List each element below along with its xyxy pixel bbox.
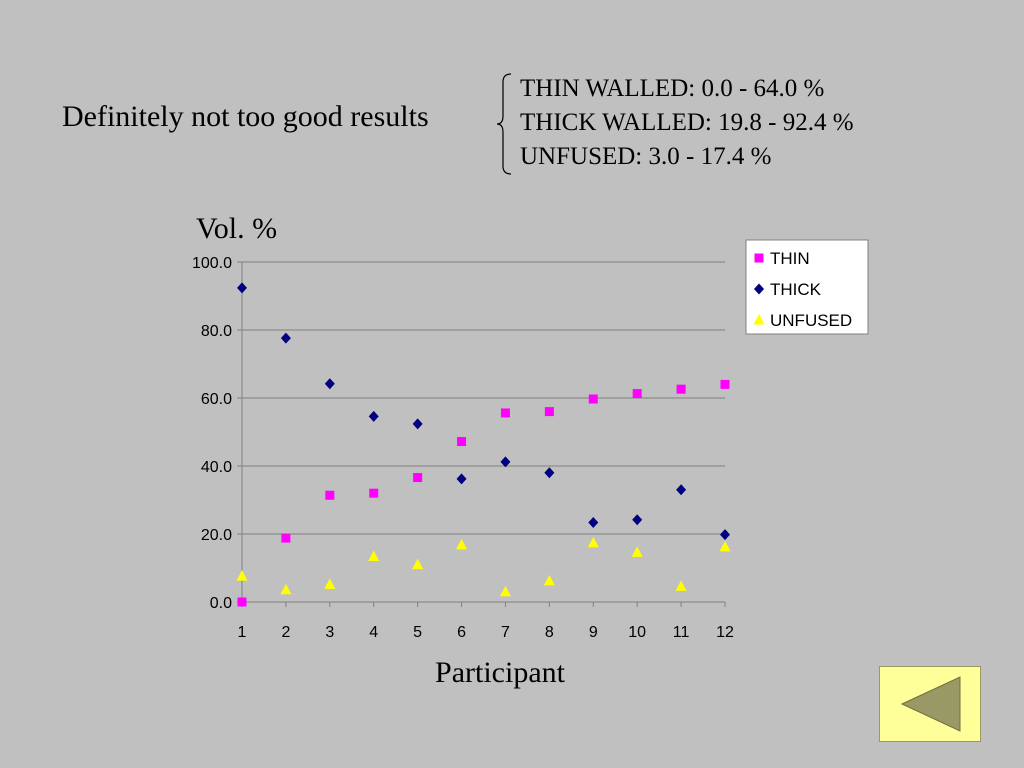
x-tick-label: 6: [457, 624, 466, 641]
point-thick: [544, 467, 555, 479]
point-unfused: [280, 583, 292, 595]
y-tick-label: 20.0: [201, 527, 232, 544]
point-thin: [632, 389, 642, 399]
x-tick-label: 11: [673, 624, 690, 641]
point-thin: [544, 407, 554, 417]
x-tick-label: 1: [238, 624, 247, 641]
point-unfused: [412, 558, 424, 570]
y-tick-label: 80.0: [201, 323, 232, 340]
y-tick-label: 100.0: [192, 255, 232, 272]
point-unfused: [587, 536, 599, 548]
x-tick-label: 10: [628, 624, 646, 641]
point-thin: [237, 597, 247, 607]
legend-box: [745, 239, 869, 335]
x-tick-label: 3: [325, 624, 334, 641]
legend-marker-thick: [754, 283, 764, 295]
legend-marker-unfused: [753, 314, 765, 325]
point-thick: [720, 529, 730, 541]
legend-label-unfused: UNFUSED: [770, 311, 852, 330]
point-thick: [456, 473, 467, 485]
x-tick-label: 8: [545, 624, 554, 641]
x-axis-title: Participant: [435, 656, 565, 689]
legend-label-thin: THIN: [770, 249, 810, 268]
point-thick: [324, 378, 335, 390]
x-tick-label: 7: [501, 624, 510, 641]
y-axis-title: Vol. %: [196, 212, 278, 245]
point-thick: [632, 514, 643, 526]
legend-marker-thin: [754, 253, 764, 263]
x-tick-label: 12: [716, 624, 734, 641]
point-thin: [500, 408, 510, 418]
y-tick-label: 40.0: [201, 459, 232, 476]
point-thick: [676, 484, 687, 496]
left-triangle-back-icon: [900, 676, 961, 732]
point-unfused: [368, 550, 380, 561]
y-tick-label: 0.0: [210, 595, 232, 612]
point-thick: [588, 516, 599, 528]
point-thin: [369, 488, 379, 498]
point-thick: [280, 332, 291, 344]
point-unfused: [499, 585, 511, 597]
point-thick: [368, 410, 379, 422]
point-unfused: [719, 540, 731, 552]
point-thin: [588, 394, 598, 404]
point-thin: [457, 437, 467, 447]
x-tick-label: 4: [369, 624, 378, 641]
point-thin: [413, 473, 423, 483]
x-tick-label: 2: [281, 624, 290, 641]
range-thick-walled: THICK WALLED: 19.8 - 92.4 %: [520, 109, 854, 136]
point-thick: [237, 282, 247, 294]
point-unfused: [236, 570, 248, 581]
point-unfused: [456, 538, 468, 550]
legend-label-thick: THICK: [770, 280, 822, 299]
point-thin: [720, 379, 730, 389]
range-unfused: UNFUSED: 3.0 - 17.4 %: [520, 143, 772, 170]
y-tick-label: 60.0: [201, 391, 232, 408]
range-list: THIN WALLED: 0.0 - 64.0 % THICK WALLED: …: [520, 72, 854, 174]
x-tick-label: 5: [413, 624, 422, 641]
back-button[interactable]: [879, 666, 981, 742]
point-thin: [325, 490, 335, 500]
point-unfused: [631, 546, 643, 557]
point-thick: [412, 418, 423, 430]
range-thin-walled: THIN WALLED: 0.0 - 64.0 %: [520, 75, 825, 102]
point-unfused: [675, 580, 687, 591]
point-unfused: [543, 574, 555, 586]
point-thin: [281, 533, 291, 543]
point-thin: [676, 384, 686, 394]
slide-headline: Definitely not too good results: [62, 100, 429, 133]
curly-brace: [496, 73, 512, 175]
x-tick-label: 9: [589, 624, 598, 641]
point-unfused: [324, 578, 336, 589]
point-thick: [500, 456, 511, 468]
